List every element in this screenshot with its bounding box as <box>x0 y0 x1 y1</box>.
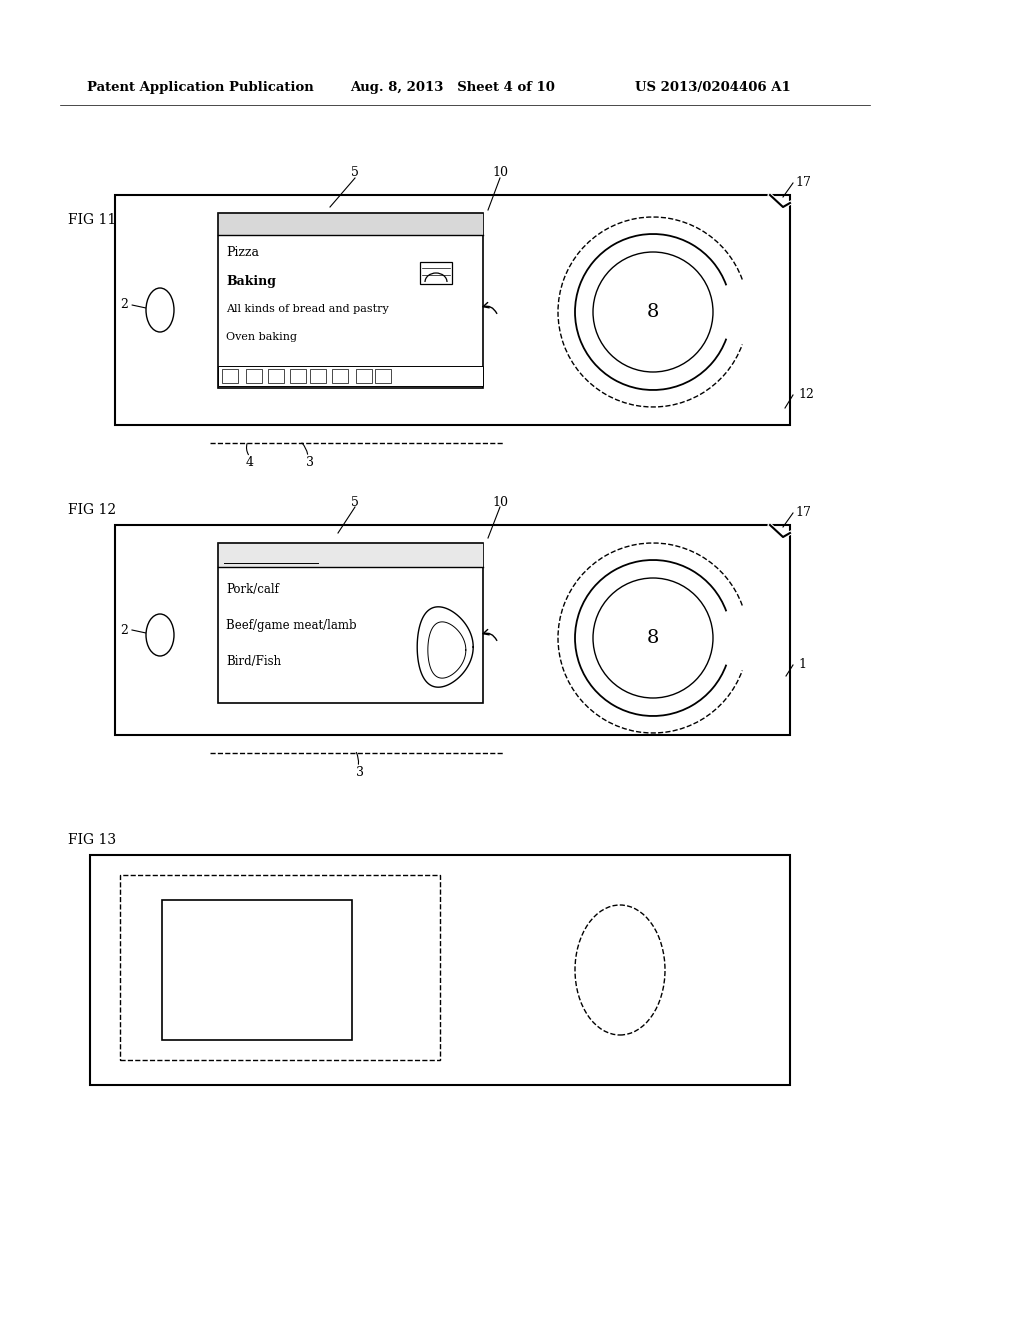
Ellipse shape <box>146 288 174 333</box>
Bar <box>218 213 483 235</box>
Text: 17: 17 <box>795 507 811 520</box>
Ellipse shape <box>146 614 174 656</box>
Text: 5: 5 <box>351 166 359 180</box>
Text: 13.59: 13.59 <box>226 224 258 234</box>
Bar <box>120 875 440 1060</box>
Text: FIG 11: FIG 11 <box>68 213 117 227</box>
Text: Oven baking: Oven baking <box>226 553 301 565</box>
Bar <box>332 370 348 383</box>
Text: Patent Application Publication: Patent Application Publication <box>87 82 313 95</box>
Text: 19: 19 <box>247 961 267 978</box>
Bar <box>218 366 483 385</box>
Text: Pizza: Pizza <box>226 247 259 260</box>
Text: Baking: Baking <box>226 275 276 288</box>
Bar <box>90 855 790 1085</box>
Text: US 2013/0204406 A1: US 2013/0204406 A1 <box>635 82 791 95</box>
Text: 5: 5 <box>351 495 359 508</box>
Text: FIG 12: FIG 12 <box>68 503 116 517</box>
Text: FIG 13: FIG 13 <box>68 833 116 847</box>
Text: 2: 2 <box>120 298 128 312</box>
Text: 10: 10 <box>492 166 508 180</box>
Text: 10: 10 <box>492 495 508 508</box>
Text: 17: 17 <box>795 177 811 190</box>
Text: Bird/Fish: Bird/Fish <box>226 655 282 668</box>
Bar <box>218 213 483 388</box>
Bar <box>290 370 306 383</box>
Text: 3: 3 <box>306 457 314 470</box>
Bar <box>420 261 452 284</box>
Text: Aug. 8, 2013   Sheet 4 of 10: Aug. 8, 2013 Sheet 4 of 10 <box>350 82 555 95</box>
Bar <box>162 900 352 1040</box>
Text: 2: 2 <box>120 623 128 636</box>
Ellipse shape <box>593 252 713 372</box>
Bar <box>375 370 391 383</box>
Text: Oven baking: Oven baking <box>226 333 297 342</box>
Bar <box>310 370 326 383</box>
Text: 3: 3 <box>356 767 364 780</box>
Bar <box>246 370 262 383</box>
Bar <box>115 195 790 425</box>
Text: 12: 12 <box>798 388 814 401</box>
Text: 8: 8 <box>647 304 659 321</box>
Ellipse shape <box>575 906 665 1035</box>
Bar <box>222 370 238 383</box>
Ellipse shape <box>593 578 713 698</box>
Bar <box>218 543 483 568</box>
Text: 4: 4 <box>246 457 254 470</box>
Bar <box>356 370 372 383</box>
Text: 8: 8 <box>647 630 659 647</box>
Text: 1: 1 <box>798 659 806 672</box>
Bar <box>218 543 483 704</box>
Text: Pork/calf: Pork/calf <box>226 582 279 595</box>
Text: All kinds of bread and pastry: All kinds of bread and pastry <box>226 304 389 314</box>
Bar <box>115 525 790 735</box>
Bar <box>268 370 284 383</box>
Text: Beef/game meat/lamb: Beef/game meat/lamb <box>226 619 356 631</box>
